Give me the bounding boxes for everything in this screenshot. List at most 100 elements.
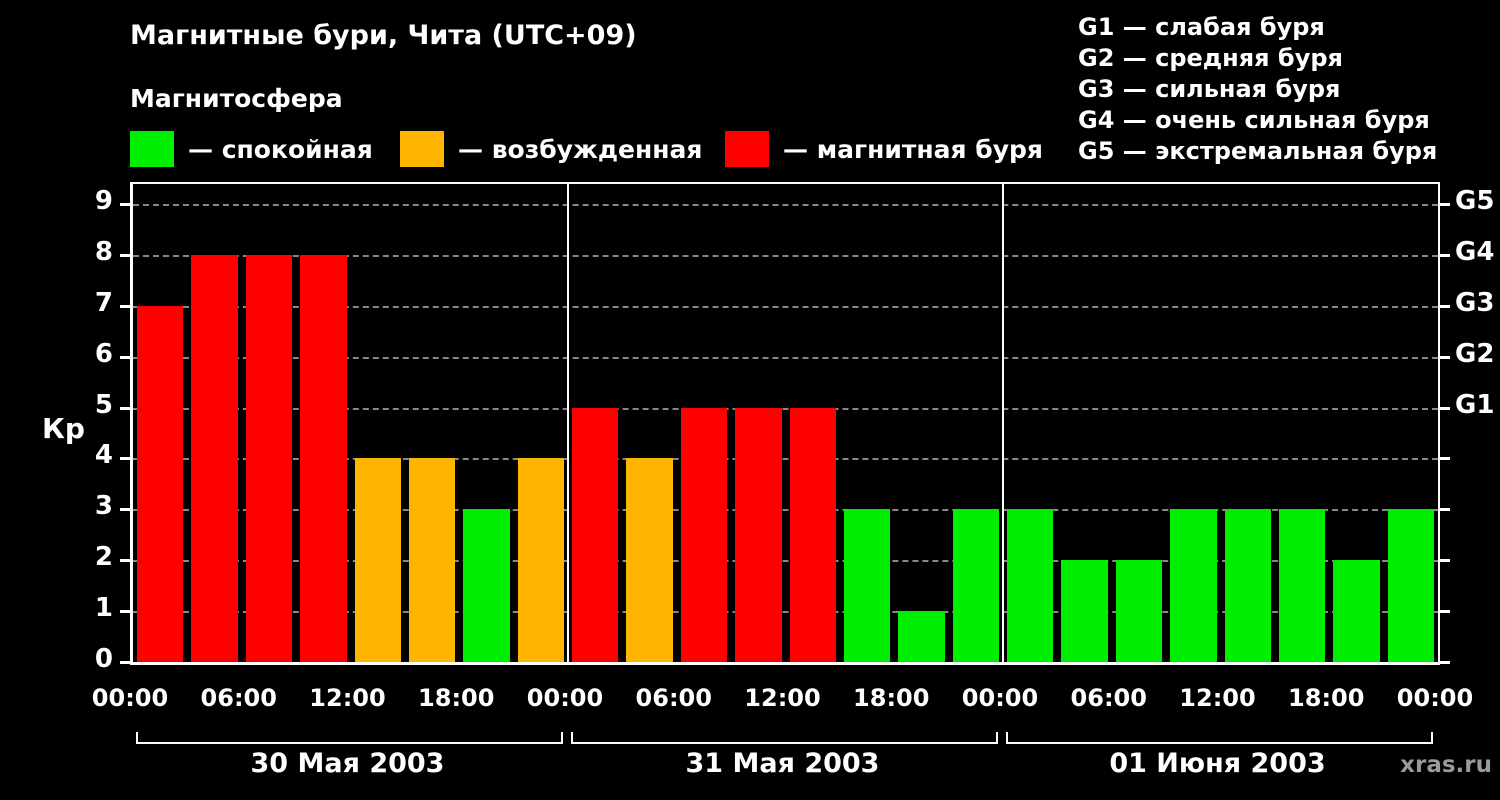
page-title: Магнитные бури, Чита (UTC+09) <box>130 20 637 51</box>
gridline <box>133 509 1438 512</box>
y-axis-tick <box>120 610 130 614</box>
kp-bar <box>1061 560 1108 662</box>
y-axis-tick <box>120 203 130 206</box>
gridline <box>133 407 1438 410</box>
kp-bar <box>626 458 673 662</box>
y-tick-label: 0 <box>94 644 113 674</box>
kp-bar <box>898 611 945 662</box>
gridline <box>133 204 1438 206</box>
y-axis-tick-right <box>1440 355 1450 359</box>
kp-bar <box>952 509 999 662</box>
y-axis-tick <box>120 508 130 512</box>
kp-bar <box>572 407 619 662</box>
x-tick-label: 06:00 <box>635 684 712 712</box>
y-axis-tick-right <box>1440 253 1450 257</box>
g-tick-label: G3 <box>1455 287 1495 318</box>
legend-label: — возбужденная <box>458 134 703 164</box>
kp-bar <box>789 407 836 662</box>
gridline <box>133 305 1438 308</box>
y-tick-label: 1 <box>94 593 113 624</box>
x-tick-label: 00:00 <box>91 684 169 712</box>
x-tick-label: 18:00 <box>418 684 495 712</box>
kp-bar <box>245 254 293 662</box>
legend-item-storm: — магнитная буря <box>725 131 1043 167</box>
y-tick-label: 6 <box>94 338 113 369</box>
kp-bar <box>137 305 184 662</box>
x-tick-label: 00:00 <box>961 684 1039 712</box>
y-tick-label: 3 <box>94 491 113 522</box>
kp-bar <box>517 458 564 662</box>
storm-color-swatch <box>725 131 769 167</box>
y-axis-tick <box>120 253 130 257</box>
gridline <box>133 458 1438 461</box>
y-axis-label: Кр <box>42 412 85 445</box>
gridline <box>133 356 1438 359</box>
y-tick-label: 5 <box>94 389 113 420</box>
day-separator <box>567 184 569 662</box>
chart-subtitle: Магнитосфера <box>130 84 343 113</box>
kp-bar <box>354 458 401 662</box>
g-legend-line: G3 — сильная буря <box>1078 75 1341 103</box>
kp-bar <box>1387 509 1434 662</box>
quiet-color-swatch <box>130 131 174 167</box>
y-axis-tick <box>120 355 130 359</box>
y-axis-tick-right <box>1440 610 1450 614</box>
day-bracket <box>1006 732 1433 744</box>
watermark: xras.ru <box>1400 752 1492 778</box>
day-bracket <box>571 732 998 744</box>
y-tick-label: 7 <box>94 287 113 318</box>
y-axis-tick-right <box>1440 203 1450 206</box>
plot-area <box>120 182 1450 665</box>
day-bracket <box>136 732 563 744</box>
kp-bar <box>843 509 891 662</box>
y-axis-tick <box>120 304 130 308</box>
legend-item-excited: — возбужденная <box>400 131 702 167</box>
x-tick-label: 12:00 <box>744 684 821 712</box>
y-axis-tick <box>120 661 130 664</box>
y-axis-tick <box>120 457 130 461</box>
kp-bar <box>1224 509 1271 662</box>
kp-bar <box>300 254 347 662</box>
x-tick-label: 12:00 <box>309 684 386 712</box>
x-tick-label: 06:00 <box>1070 684 1147 712</box>
kp-bar <box>408 458 456 662</box>
g-tick-label: G4 <box>1455 236 1495 267</box>
x-tick-label: 00:00 <box>526 684 604 712</box>
y-axis-tick <box>120 559 130 563</box>
kp-bar <box>680 407 728 662</box>
g-tick-label: G5 <box>1455 186 1495 216</box>
x-tick-label: 00:00 <box>1396 684 1474 712</box>
kp-bar <box>1007 509 1054 662</box>
y-axis-tick-right <box>1440 559 1450 563</box>
y-axis-tick-right <box>1440 508 1450 512</box>
g-legend-line: G4 — очень сильная буря <box>1078 106 1430 134</box>
g-tick-label: G1 <box>1455 389 1495 420</box>
excited-color-swatch <box>400 131 444 167</box>
y-axis-tick-right <box>1440 406 1450 410</box>
y-tick-label: 8 <box>94 236 113 267</box>
gridline <box>133 254 1438 257</box>
y-tick-label: 9 <box>94 186 113 216</box>
day-label: 31 Мая 2003 <box>685 748 880 779</box>
y-tick-label: 2 <box>94 542 113 573</box>
y-axis-tick-right <box>1440 457 1450 461</box>
y-axis-tick-right <box>1440 661 1450 664</box>
x-tick-label: 18:00 <box>1288 684 1365 712</box>
y-tick-label: 4 <box>94 440 113 471</box>
g-scale-legend: G1 — слабая буря G2 — средняя буря G3 — … <box>1078 12 1437 167</box>
g-legend-line: G5 — экстремальная буря <box>1078 137 1438 165</box>
legend-item-quiet: — спокойная <box>130 131 373 167</box>
day-label: 30 Мая 2003 <box>250 748 445 779</box>
g-tick-label: G2 <box>1455 338 1495 369</box>
y-axis-tick <box>120 406 130 410</box>
kp-bar <box>1278 509 1326 662</box>
kp-bar <box>1333 560 1380 662</box>
x-tick-label: 18:00 <box>853 684 930 712</box>
kp-bar <box>735 407 782 662</box>
x-tick-label: 06:00 <box>200 684 277 712</box>
gridline <box>133 560 1438 563</box>
day-separator <box>1002 184 1004 662</box>
legend-label: — магнитная буря <box>783 134 1043 164</box>
kp-bar <box>1170 509 1217 662</box>
